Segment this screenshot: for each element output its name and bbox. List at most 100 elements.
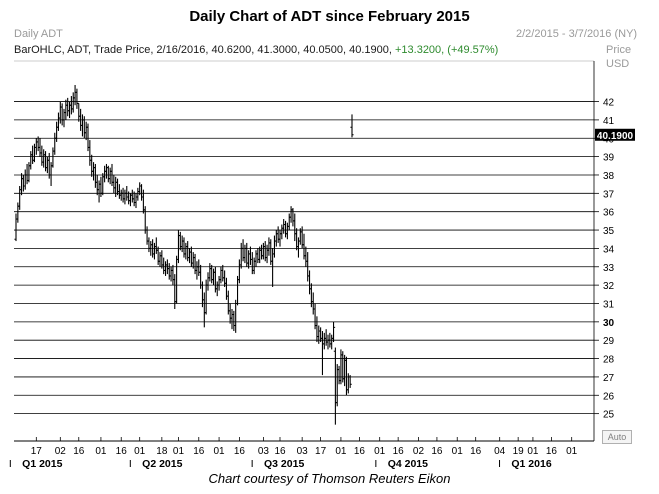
ohlc-bar [136,187,140,201]
ohlc-bar [29,151,33,170]
ohlc-bar [197,259,201,276]
ohlc-bar [77,102,81,122]
ohlc-bar [169,266,173,282]
ohlc-bar [88,140,92,166]
quarter-label: Q3 2015 [264,458,304,470]
ohlc-bar [53,132,57,155]
ohlc-bar [25,163,29,185]
ohlc-bar [267,237,271,256]
series-change-text: +13.3200, (+49.57%) [394,44,499,56]
ohlc-bar [130,189,134,203]
ohlc-bar [283,220,288,238]
x-tick-label: 04 [494,446,506,457]
ohlc-bar [42,149,46,168]
ohlc-bar [175,255,179,304]
auto-scale-button[interactable]: Auto [602,430,632,444]
quarter-label: Q4 2015 [388,458,428,470]
ohlc-bar [341,351,345,383]
ohlc-bar [121,187,125,203]
ohlc-bar [243,244,247,264]
ohlc-bar [117,184,121,199]
ohlc-bar [320,331,325,376]
ohlc-bar [346,373,350,394]
ohlc-bar [191,252,195,269]
x-tick-label: 18 [156,446,168,457]
ohlc-bar [40,145,44,166]
ohlc-bar [73,85,77,106]
ohlc-bar [91,162,96,181]
ohlc-bar [45,156,49,174]
y-tick-label: 25 [603,410,615,421]
ohlc-bar [187,248,192,264]
y-tick-label: 38 [603,171,615,182]
ohlc-bar [180,235,184,253]
ohlc-bar [211,268,216,286]
x-tick-label: 01 [374,446,386,457]
y-tick-label: 36 [603,208,615,219]
ohlc-bar [228,303,232,324]
ohlc-bar [167,263,171,280]
y-tick-label: 30 [603,318,615,329]
ohlc-bar [99,176,103,198]
ohlc-bar [31,145,35,164]
ohlc-bar [171,264,175,286]
ohlc-bar [265,244,269,264]
ohlc-bar [34,138,38,155]
y-tick-label: 26 [603,391,615,402]
ohlc-bar [291,208,295,227]
date-range-label: 2/2/2015 - 3/7/2016 (NY) [516,28,638,40]
ohlc-bar [156,246,160,265]
ohlc-bar [221,264,225,282]
grid-lines [14,60,595,441]
ohlc-bar [296,237,301,258]
ohlc-bar [134,193,138,209]
ohlc-bar [114,176,118,198]
ohlc-bar [278,230,282,247]
ohlc-bar [178,231,182,251]
ohlc-bar [43,151,48,172]
ohlc-bar [217,275,221,291]
ohlc-bar [215,281,219,297]
ohlc-bar [208,263,212,282]
ohlc-bar [145,226,149,245]
y-tick-label: 39 [603,153,615,164]
ohlc-bar [119,189,123,201]
ohlc-bar [162,257,166,275]
ohlc-bar [14,213,18,242]
last-price-label: 40.1900 [597,131,634,142]
x-tick-label: 16 [393,446,405,457]
ohlc-bar [258,246,262,264]
x-tick-label: 17 [315,446,327,457]
ohlc-bar [23,169,27,190]
ohlc-bar [337,365,341,385]
ohlc-bar [66,97,70,117]
ohlc-bar [80,114,85,137]
ohlc-bar [276,226,280,243]
ohlc-bar [247,250,251,269]
ohlc-bar [19,173,24,196]
ohlc-bar [256,248,260,264]
x-tick-label: 01 [452,446,464,457]
x-tick-label: 01 [527,446,539,457]
ohlc-bar [254,250,258,267]
y-tick-label: 34 [603,244,615,255]
currency-label: USD [606,58,630,70]
ohlc-bar [333,347,337,425]
ohlc-bar [315,316,319,343]
ohlc-bar [38,138,42,157]
chart-title: Daily Chart of ADT since February 2015 [189,8,470,25]
ohlc-bar [71,92,75,113]
ohlc-bar [106,165,110,183]
ohlc-bar [322,332,326,350]
y-tick-label: 32 [603,281,615,292]
x-tick-label: 03 [258,446,270,457]
x-tick-label: 01 [134,446,146,457]
y-tick-label: 41 [603,116,615,127]
ohlc-bar [348,375,352,388]
ohlc-bar [32,143,37,163]
price-axis-label: Price [606,44,632,56]
ohlc-bar [93,163,97,188]
ohlc-bar [206,272,210,291]
ohlc-bar [51,147,55,168]
